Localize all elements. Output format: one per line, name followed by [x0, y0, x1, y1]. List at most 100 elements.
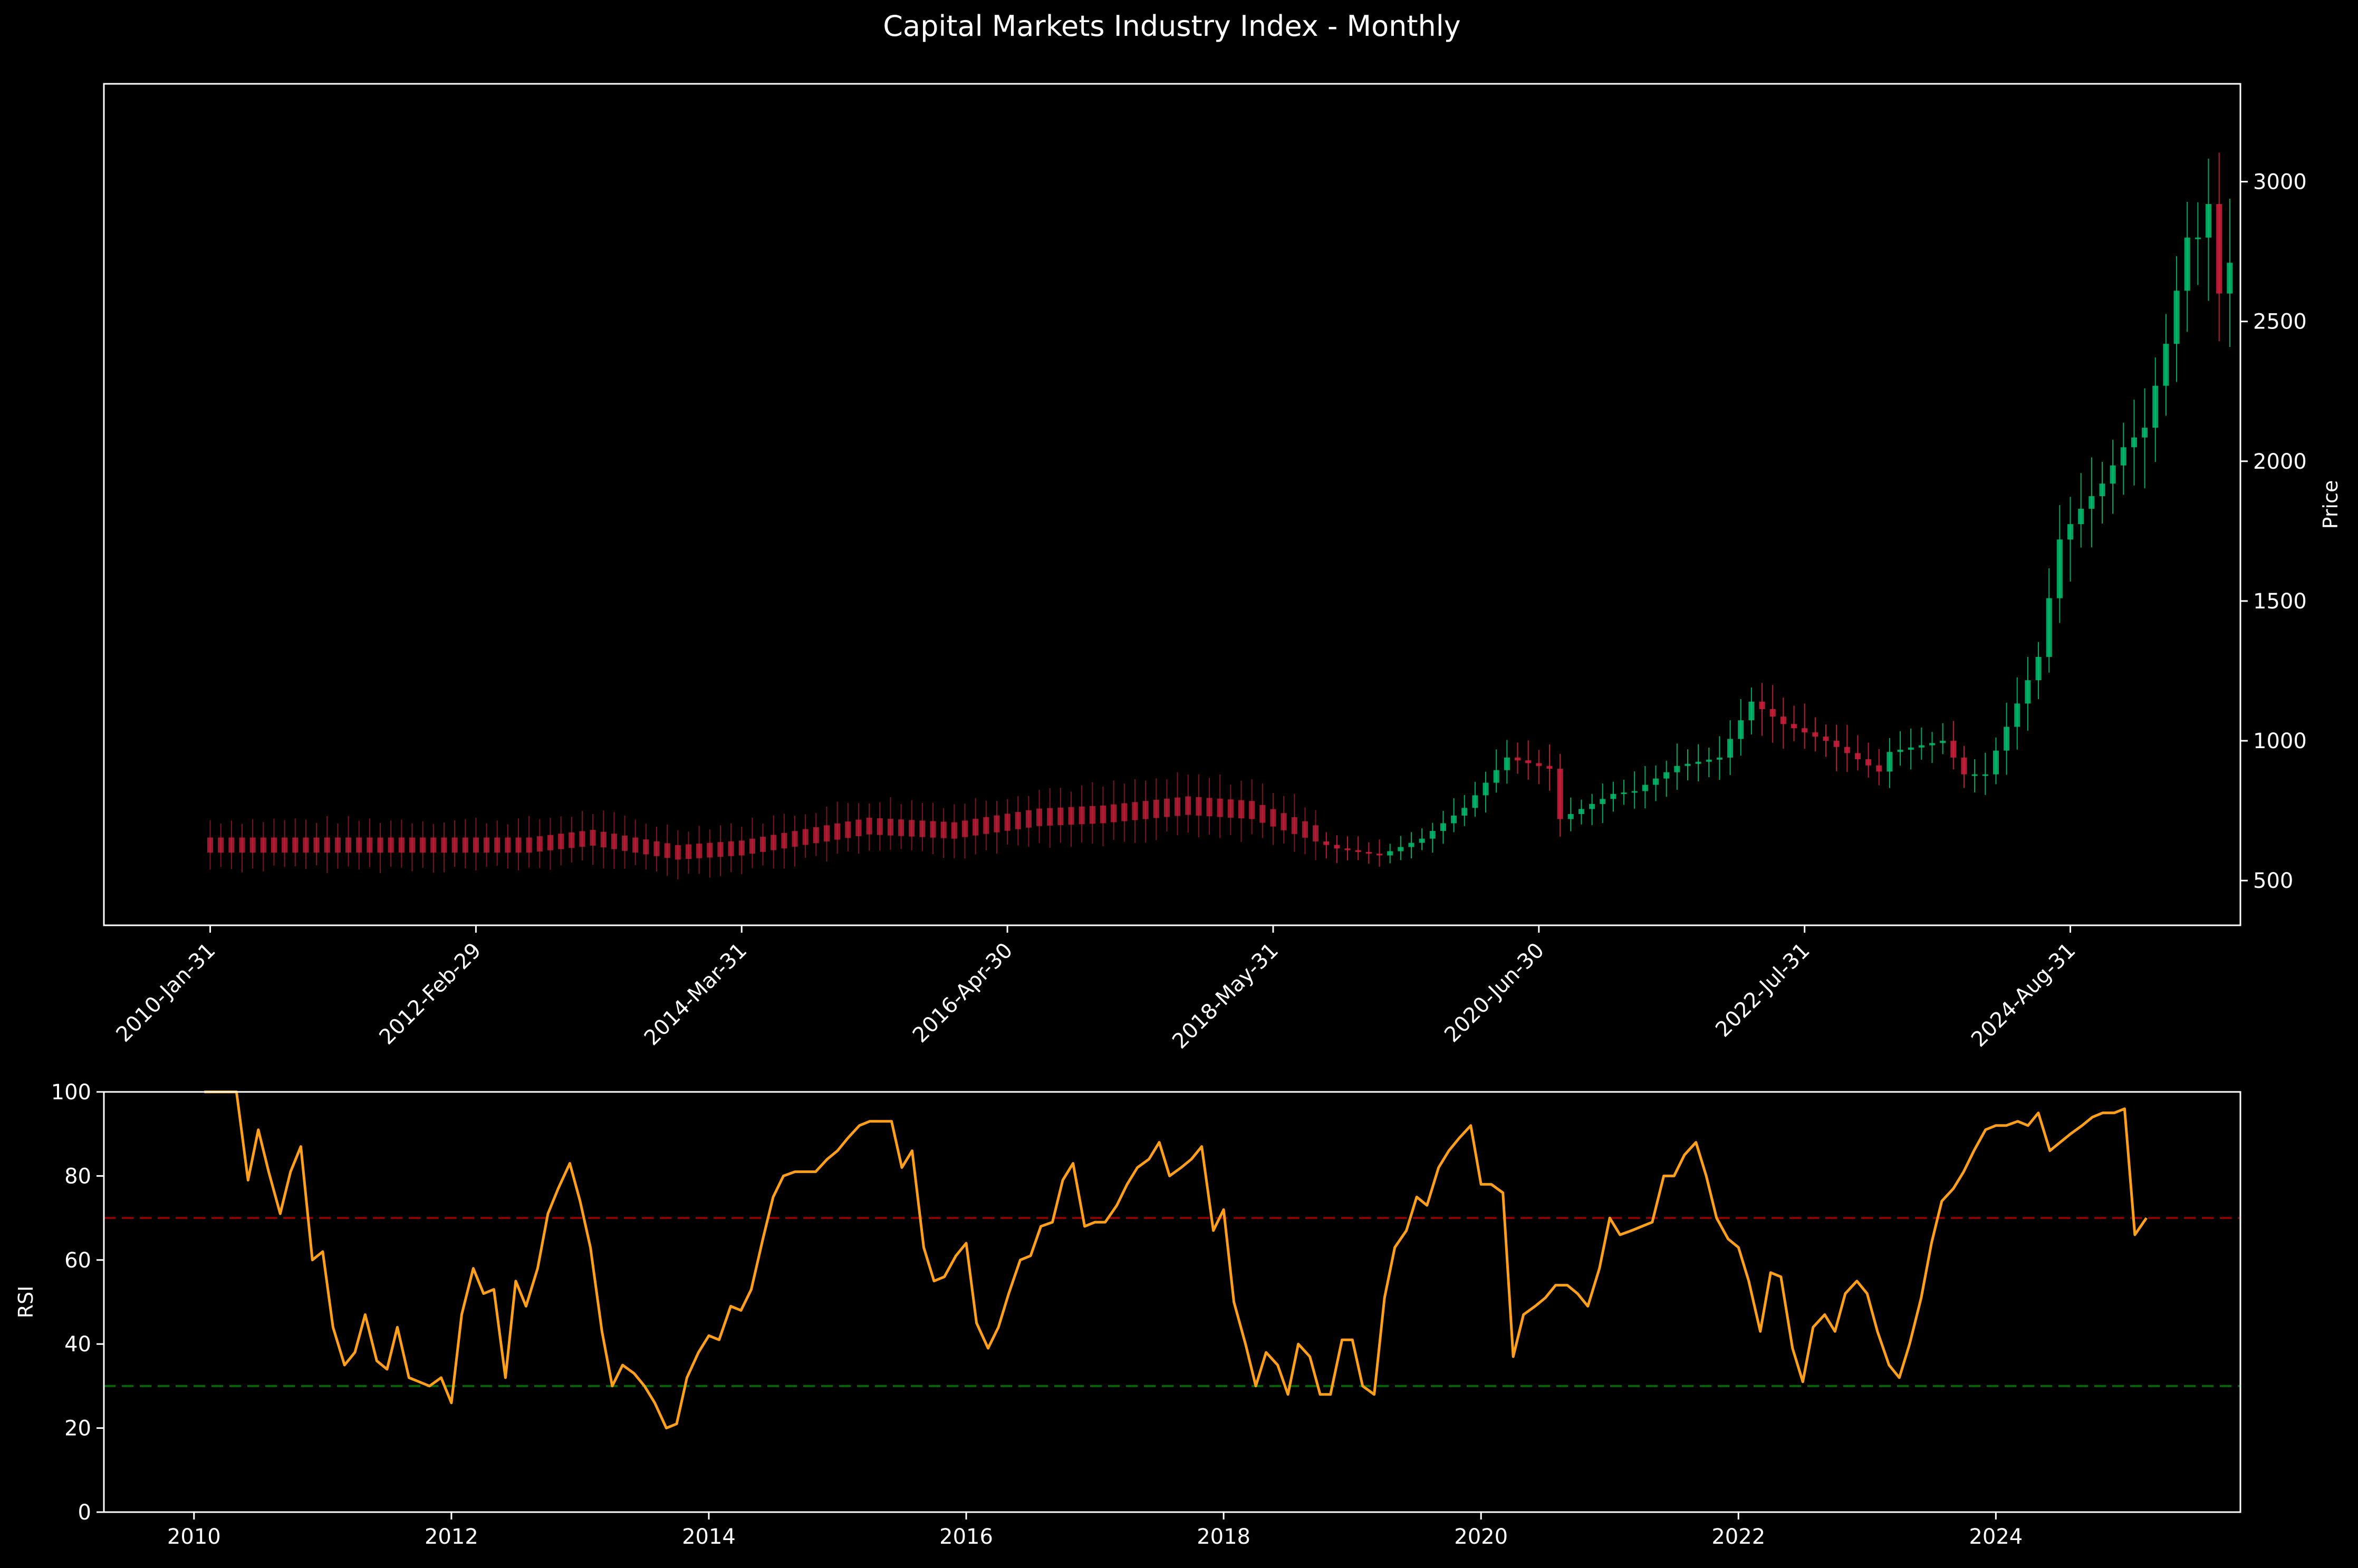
candle-body [2205, 204, 2212, 238]
price-y-tick-label: 1500 [2253, 589, 2307, 614]
candle-body [1249, 801, 1255, 819]
candle-body [1929, 743, 1936, 746]
candle-body [771, 835, 777, 850]
candle-body [1121, 803, 1128, 821]
candle-body [1961, 757, 1967, 775]
price-y-tick-label: 1000 [2253, 729, 2307, 753]
candle-body [1227, 799, 1234, 818]
candle-body [834, 823, 841, 840]
candle-body [1419, 838, 1425, 843]
candle-body [218, 837, 224, 853]
candle-body [1163, 798, 1170, 817]
candle-body [845, 821, 851, 838]
candle-body [2014, 703, 2020, 727]
candle-body [2035, 656, 2042, 681]
candle-body [930, 821, 936, 838]
candle-body [983, 817, 989, 834]
candle-body [1185, 796, 1191, 815]
candle-body [1982, 774, 1988, 776]
rsi-y-tick-label: 0 [78, 1501, 91, 1525]
candle-body [526, 837, 532, 853]
candle-body [1695, 761, 1701, 764]
candle-body [1610, 793, 1616, 799]
candle-body [271, 837, 277, 853]
candle-body [356, 837, 362, 853]
candle-body [685, 844, 692, 859]
candle-body [1429, 831, 1436, 839]
candle-body [1844, 747, 1850, 753]
candle-body [1993, 750, 1999, 775]
candle-body [823, 825, 830, 841]
candle-body [1461, 808, 1468, 816]
candle-body [1748, 701, 1755, 721]
candle-body [611, 834, 617, 849]
candle-body [1472, 795, 1478, 808]
rsi-x-tick-label: 2014 [682, 1525, 736, 1549]
candle-body [2227, 263, 2233, 294]
candle-body [2056, 539, 2063, 598]
candle-body [420, 837, 426, 853]
candle-body [2088, 496, 2095, 509]
candle-body [1833, 741, 1840, 747]
candle-body [1876, 765, 1882, 772]
candle-body [887, 819, 893, 836]
candle-body [1802, 728, 1808, 733]
candle-body [1291, 817, 1297, 834]
candle-body [1111, 804, 1117, 822]
candle-body [1365, 851, 1372, 854]
candle-body [675, 845, 681, 860]
candle-body [1398, 847, 1404, 851]
candle-body [1238, 800, 1245, 819]
candle-body [430, 837, 437, 853]
price-axis-label: Price [2319, 480, 2342, 529]
candle-body [515, 837, 522, 853]
candle-body [1887, 752, 1893, 772]
candle-body [1504, 757, 1510, 770]
candle-body [1175, 797, 1181, 816]
candle-body [600, 831, 607, 848]
candle-body [1270, 809, 1276, 827]
price-candles [207, 152, 2233, 879]
candle-body [1302, 821, 1308, 838]
candle-body [2131, 437, 2137, 448]
candle-body [855, 819, 862, 836]
price-y-axis: 500 1000 1500 2000 2500 3000 [2240, 170, 2307, 893]
candle-body [590, 830, 596, 846]
candle-body [1759, 701, 1765, 709]
candle-body [1823, 737, 1829, 741]
candle-body [1950, 741, 1957, 758]
candle-body [973, 819, 979, 836]
candle-body [1780, 717, 1786, 724]
candle-body [2046, 598, 2052, 657]
candle-body [494, 837, 501, 853]
candle-body [1865, 759, 1872, 766]
candle-body [1791, 724, 1797, 729]
candle-body [1854, 753, 1861, 760]
candle-body [1217, 798, 1223, 817]
candle-body [228, 837, 235, 853]
candle-body [994, 815, 1000, 833]
rsi-x-tick-label: 2010 [167, 1525, 221, 1549]
candle-body [2078, 508, 2084, 525]
candle-body [2184, 237, 2190, 291]
rsi-axes-frame [103, 1091, 2241, 1513]
rsi-y-tick-label: 40 [64, 1332, 91, 1357]
candle-body [802, 829, 809, 845]
candle-body [919, 820, 926, 837]
candle-body [1716, 757, 1722, 760]
candle-body [334, 837, 341, 853]
price-y-tick-label: 500 [2253, 869, 2293, 893]
candle-body [1281, 813, 1287, 830]
rsi-x-tick-label: 2024 [1969, 1525, 2023, 1549]
rsi-x-tick-label: 2018 [1197, 1525, 1250, 1549]
candle-body [653, 841, 660, 856]
price-y-tick-label: 2500 [2253, 310, 2307, 334]
candle-body [505, 837, 511, 853]
candle-body [2163, 344, 2169, 386]
chart-title: Capital Markets Industry Index - Monthly [883, 9, 1460, 43]
candle-body [1663, 772, 1670, 779]
rsi-axis-label: RSI [14, 1286, 37, 1319]
candle-body [1536, 763, 1542, 766]
candle-body [792, 831, 798, 847]
